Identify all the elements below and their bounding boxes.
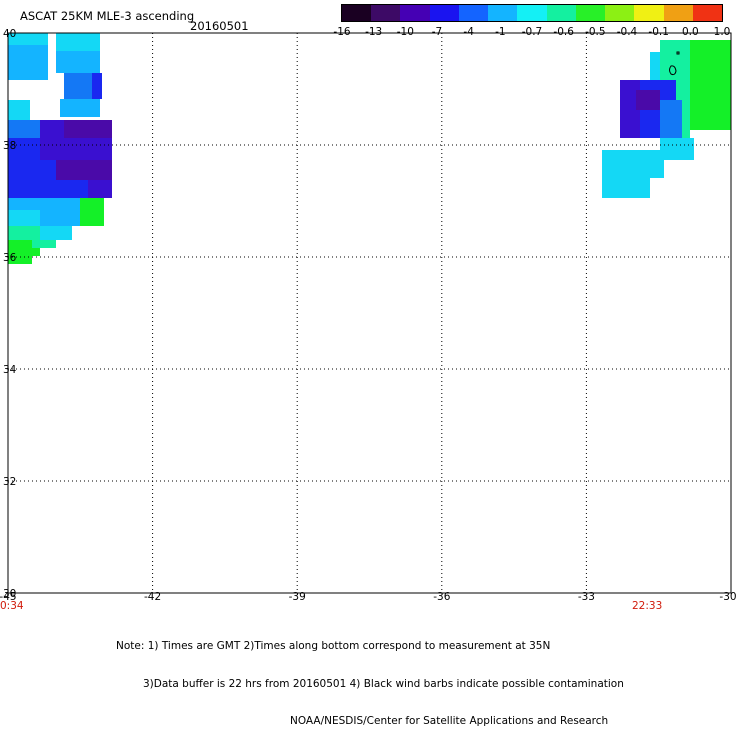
- latitude-label: 40: [3, 28, 16, 40]
- colorbar-label: 0.0: [681, 26, 699, 38]
- colorbar-swatch: [663, 5, 694, 21]
- colorbar-swatch: [605, 5, 635, 21]
- lat-lon-grid: [8, 33, 731, 593]
- wind-cell: [602, 178, 650, 198]
- wind-cell: [602, 150, 664, 178]
- wind-cell: [56, 33, 100, 51]
- wind-cell: [60, 99, 100, 117]
- colorbar-label: -10: [396, 26, 414, 38]
- colorbar-swatch: [634, 5, 665, 21]
- time-right: 22:33: [632, 600, 663, 612]
- colorbar-label: -13: [365, 26, 383, 38]
- colorbar-swatch: [575, 5, 606, 21]
- colorbar-label: -16: [333, 26, 351, 38]
- wind-cell: [8, 160, 56, 180]
- wind-cell: [88, 180, 112, 198]
- wind-data-cells: [8, 33, 731, 264]
- wind-cell: [660, 100, 682, 140]
- note-line-2: 3)Data buffer is 22 hrs from 20160501 4)…: [143, 677, 624, 690]
- colorbar-swatch: [371, 5, 401, 21]
- wind-cell: [690, 40, 731, 130]
- wind-cell: [40, 226, 72, 240]
- wind-cell: [32, 240, 56, 248]
- latitude-label: 34: [3, 364, 17, 376]
- colorbar-swatch: [429, 5, 460, 21]
- wind-cell: [40, 210, 80, 226]
- colorbar: [342, 5, 723, 21]
- latitude-label: 36: [3, 252, 17, 264]
- wind-cell: [56, 160, 112, 180]
- colorbar-label: -0.6: [553, 26, 574, 38]
- wind-cell: [8, 45, 48, 80]
- wind-cell: [8, 210, 40, 226]
- colorbar-label: -0.5: [585, 26, 606, 38]
- wind-cell: [8, 120, 48, 138]
- wind-cell: [8, 180, 88, 198]
- wind-cell: [636, 90, 660, 110]
- colorbar-swatch: [517, 5, 548, 21]
- wind-map: -45 -42 -39 -36 -33 -30 40 38 36 34 32 30: [0, 28, 737, 603]
- wind-cell: [40, 138, 112, 160]
- wind-cell: [8, 100, 30, 120]
- product-title: ASCAT 25KM MLE-3 ascending: [20, 9, 195, 23]
- colorbar-swatch: [400, 5, 431, 21]
- footer-notes: Note: 1) Times are GMT 2)Times along bot…: [116, 615, 624, 740]
- colorbar-label: -0.1: [648, 26, 669, 38]
- note-line-3: NOAA/NESDIS/Center for Satellite Applica…: [290, 715, 609, 727]
- colorbar-label: 1.0: [713, 26, 731, 38]
- wind-cell: [620, 80, 640, 138]
- colorbar-swatch: [692, 5, 723, 21]
- wind-cell: [92, 73, 102, 99]
- latitude-label: 30: [3, 588, 16, 600]
- wind-cell: [8, 33, 48, 45]
- wind-cell: [56, 51, 100, 73]
- colorbar-label: -0.7: [521, 26, 543, 38]
- colorbar-swatch: [546, 5, 577, 21]
- longitude-label: -33: [578, 591, 595, 603]
- wind-cell: [8, 256, 32, 264]
- longitude-label: -36: [433, 591, 450, 603]
- longitude-label: -30: [719, 591, 736, 603]
- colorbar-swatch: [488, 5, 518, 21]
- longitude-label: -45: [0, 591, 17, 603]
- longitude-label: -42: [144, 591, 161, 603]
- wind-cell: [660, 138, 694, 160]
- map-frame: [7, 32, 732, 594]
- product-date: 20160501: [190, 19, 249, 33]
- contamination-barb-icon: [669, 51, 680, 76]
- colorbar-swatch: [342, 5, 372, 21]
- latitude-label: 38: [3, 140, 16, 152]
- colorbar-swatch: [458, 5, 489, 21]
- colorbar-label: -7: [431, 26, 443, 38]
- wind-cell: [80, 198, 104, 226]
- wind-cell: [8, 198, 80, 210]
- latitude-label: 32: [3, 476, 16, 488]
- time-left: 0:34: [0, 600, 24, 612]
- note-line-1: Note: 1) Times are GMT 2)Times along bot…: [116, 640, 551, 652]
- colorbar-label: -1: [495, 26, 506, 38]
- wind-cell: [64, 73, 92, 99]
- longitude-label: -39: [289, 591, 306, 603]
- colorbar-label: -4: [463, 26, 474, 38]
- colorbar-label: -0.4: [616, 26, 638, 38]
